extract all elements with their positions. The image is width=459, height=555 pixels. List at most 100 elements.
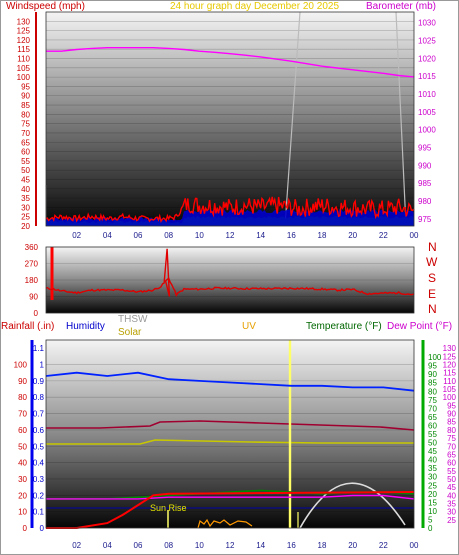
barometer-tick-label: 990 xyxy=(418,161,432,170)
top-x-tick-label: 20 xyxy=(348,231,357,240)
dewpoint-tick-label: 85 xyxy=(447,418,456,427)
compass-labels: N W S E N xyxy=(426,240,438,316)
lower-x-tick-label: 04 xyxy=(103,541,112,550)
windspeed-tick-label: 130 xyxy=(17,17,31,26)
dewpoint-tick-label: 130 xyxy=(443,344,457,353)
windspeed-tick-label: 45 xyxy=(21,175,30,184)
barometer-tick-label: 1010 xyxy=(418,90,436,99)
rainfall-tick-label: 20 xyxy=(18,491,27,500)
top-x-tick-label: 04 xyxy=(103,231,112,240)
windspeed-tick-label: 85 xyxy=(21,101,30,110)
temperature-tick-label: 20 xyxy=(428,490,437,499)
dewpoint-tick-label: 70 xyxy=(447,442,456,451)
rainfall-tick-label: 90 xyxy=(18,377,27,386)
barometer-tick-label: 975 xyxy=(418,215,432,224)
temperature-tick-label: 75 xyxy=(428,396,437,405)
temperature-tick-label: 70 xyxy=(428,404,437,413)
windspeed-axis-title: Windspeed (mph) xyxy=(6,1,85,12)
temperature-tick-label: 65 xyxy=(428,413,437,422)
barometer-axis-title: Barometer (mb) xyxy=(366,1,436,12)
humidity-tick-label: 0.9 xyxy=(33,377,45,386)
lower-x-tick-label: 00 xyxy=(410,541,419,550)
rainfall-line xyxy=(46,491,415,529)
temperature-tick-label: 85 xyxy=(428,379,437,388)
direction-tick-label: 270 xyxy=(25,260,39,269)
dewpoint-tick-label: 35 xyxy=(447,499,456,508)
top-plot-area xyxy=(46,12,414,226)
dewpoint-tick-label: 40 xyxy=(447,491,456,500)
temperature-tick-label: 30 xyxy=(428,473,437,482)
top-x-tick-label: 02 xyxy=(72,231,81,240)
rainfall-tick-label: 10 xyxy=(18,508,27,517)
thsw-trace-top xyxy=(284,11,301,227)
dewpoint-tick-label: 50 xyxy=(447,475,456,484)
dewpoint-tick-label: 120 xyxy=(443,361,457,370)
humidity-tick-label: 0.2 xyxy=(33,491,45,500)
rainfall-axis-title: Rainfall (.in) xyxy=(1,321,54,332)
temperature-tick-label: 10 xyxy=(428,507,437,516)
barometer-tick-label: 980 xyxy=(418,197,432,206)
barometer-tick-label: 1025 xyxy=(418,37,436,46)
temperature-tick-label: 55 xyxy=(428,430,437,439)
barometer-tick-label: 985 xyxy=(418,179,432,188)
humidity-tick-label: 0 xyxy=(40,524,45,533)
humidity-tick-label: 1.1 xyxy=(33,344,45,353)
lower-x-tick-label: 16 xyxy=(287,541,296,550)
barometer-tick-label: 1000 xyxy=(418,126,436,135)
windspeed-tick-label: 90 xyxy=(21,92,30,101)
direction-tick-label: 180 xyxy=(25,276,39,285)
windspeed-tick-label: 120 xyxy=(17,36,31,45)
temperature-tick-label: 100 xyxy=(428,353,442,362)
barometer-tick-label: 1005 xyxy=(418,108,436,117)
top-x-tick-label: 14 xyxy=(256,231,265,240)
solar-axis-title: Solar xyxy=(118,327,142,338)
uv-trace xyxy=(197,518,253,529)
direction-tick-label: 0 xyxy=(34,309,39,318)
dewpoint-tick-label: 90 xyxy=(447,410,456,419)
windspeed-line xyxy=(45,196,415,224)
lower-x-tick-label: 14 xyxy=(256,541,265,550)
compass-n-top: N xyxy=(428,240,437,254)
compass-w: W xyxy=(426,255,438,269)
barometer-tick-label: 1030 xyxy=(418,19,436,28)
temperature-tick-label: 5 xyxy=(428,515,433,524)
lower-x-tick-label: 20 xyxy=(348,541,357,550)
temperature-tick-label: 25 xyxy=(428,481,437,490)
rainfall-tick-label: 30 xyxy=(18,475,27,484)
dewpoint-axis-title: Dew Point (°F) xyxy=(387,321,452,332)
windspeed-tick-label: 75 xyxy=(21,120,30,129)
direction-tick-label: 90 xyxy=(29,293,38,302)
temperature-tick-label: 90 xyxy=(428,370,437,379)
top-x-tick-label: 16 xyxy=(287,231,296,240)
gust-blue-area xyxy=(46,209,414,226)
dewpoint-tick-label: 115 xyxy=(443,369,456,378)
temperature-tick-label: 60 xyxy=(428,421,437,430)
lower-x-tick-label: 02 xyxy=(72,541,81,550)
rainfall-tick-label: 80 xyxy=(18,393,27,402)
lower-x-tick-label: 12 xyxy=(226,541,235,550)
windspeed-tick-label: 95 xyxy=(21,82,30,91)
windspeed-tick-label: 60 xyxy=(21,148,30,157)
wind-direction-line xyxy=(45,248,415,298)
direction-plot-area xyxy=(46,247,414,313)
barometer-tick-label: 1015 xyxy=(418,72,436,81)
lower-x-tick-label: 08 xyxy=(164,541,173,550)
humidity-tick-label: 0.5 xyxy=(33,442,45,451)
temperature-tick-label: 95 xyxy=(428,362,437,371)
temperature-tick-label: 15 xyxy=(428,498,437,507)
dewpoint-line xyxy=(46,494,415,500)
rainfall-tick-label: 60 xyxy=(18,426,27,435)
barometer-line xyxy=(46,47,415,78)
lower-x-tick-label: 18 xyxy=(318,541,327,550)
graph-date-title: 24 hour graph day December 20 2025 xyxy=(170,1,339,12)
dewpoint-tick-label: 55 xyxy=(447,467,456,476)
sun-arc xyxy=(299,482,406,529)
top-x-tick-label: 12 xyxy=(226,231,235,240)
dewpoint-tick-label: 30 xyxy=(447,508,456,517)
temperature-tick-label: 80 xyxy=(428,387,437,396)
dewpoint-tick-label: 45 xyxy=(447,483,456,492)
humidity-tick-label: 0.6 xyxy=(33,426,45,435)
windspeed-tick-label: 80 xyxy=(21,110,30,119)
rainfall-tick-label: 0 xyxy=(23,524,28,533)
